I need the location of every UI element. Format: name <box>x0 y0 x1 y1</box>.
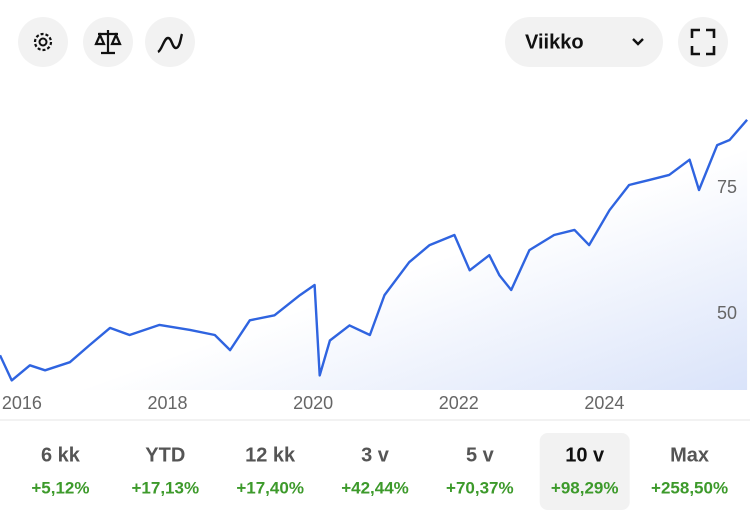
interval-dropdown[interactable]: Viikko <box>505 17 663 67</box>
period-label: 3 v <box>361 444 390 466</box>
fullscreen-button[interactable] <box>678 17 728 67</box>
period-label: 5 v <box>466 444 495 466</box>
price-line <box>0 119 749 382</box>
period-button[interactable]: 10 v +98,29% <box>539 433 630 510</box>
period-label: 10 v <box>565 444 605 466</box>
period-button[interactable]: 5 v +70,37% <box>446 444 514 497</box>
dropdown-label: Viikko <box>525 31 584 53</box>
period-label: YTD <box>145 444 185 466</box>
chart: 2016 2018 2020 2022 2024 50 75 <box>0 119 749 413</box>
y-tick-label: 50 <box>717 303 737 323</box>
period-button[interactable]: Max +258,50% <box>651 444 728 497</box>
period-change: +258,50% <box>651 478 728 497</box>
chart-style-button[interactable] <box>145 17 195 67</box>
period-button[interactable]: 6 kk +5,12% <box>31 444 89 497</box>
x-tick-label: 2018 <box>147 393 187 413</box>
compare-button[interactable] <box>83 17 133 67</box>
x-tick-label: 2024 <box>584 393 624 413</box>
period-change: +98,29% <box>551 478 619 497</box>
y-tick-label: 75 <box>717 177 737 197</box>
settings-button[interactable] <box>18 17 68 67</box>
period-change: +5,12% <box>31 478 89 497</box>
period-change: +17,40% <box>236 478 304 497</box>
period-change: +70,37% <box>446 478 514 497</box>
area-fill <box>0 119 748 391</box>
period-button[interactable]: YTD +17,13% <box>131 444 199 497</box>
period-change: +42,44% <box>341 478 409 497</box>
x-tick-label: 2020 <box>293 393 333 413</box>
period-selector: 6 kk +5,12% YTD +17,13% 12 kk +17,40% 3 v +42,4… <box>31 433 728 510</box>
x-tick-label: 2022 <box>439 393 479 413</box>
period-label: 6 kk <box>41 444 81 466</box>
period-label: 12 kk <box>245 444 296 466</box>
selected-highlight <box>539 433 630 510</box>
period-change: +17,13% <box>131 478 199 497</box>
period-button[interactable]: 12 kk +17,40% <box>236 444 304 497</box>
period-label: Max <box>670 444 709 466</box>
period-button[interactable]: 3 v +42,44% <box>341 444 409 497</box>
x-tick-label: 2016 <box>2 393 42 413</box>
